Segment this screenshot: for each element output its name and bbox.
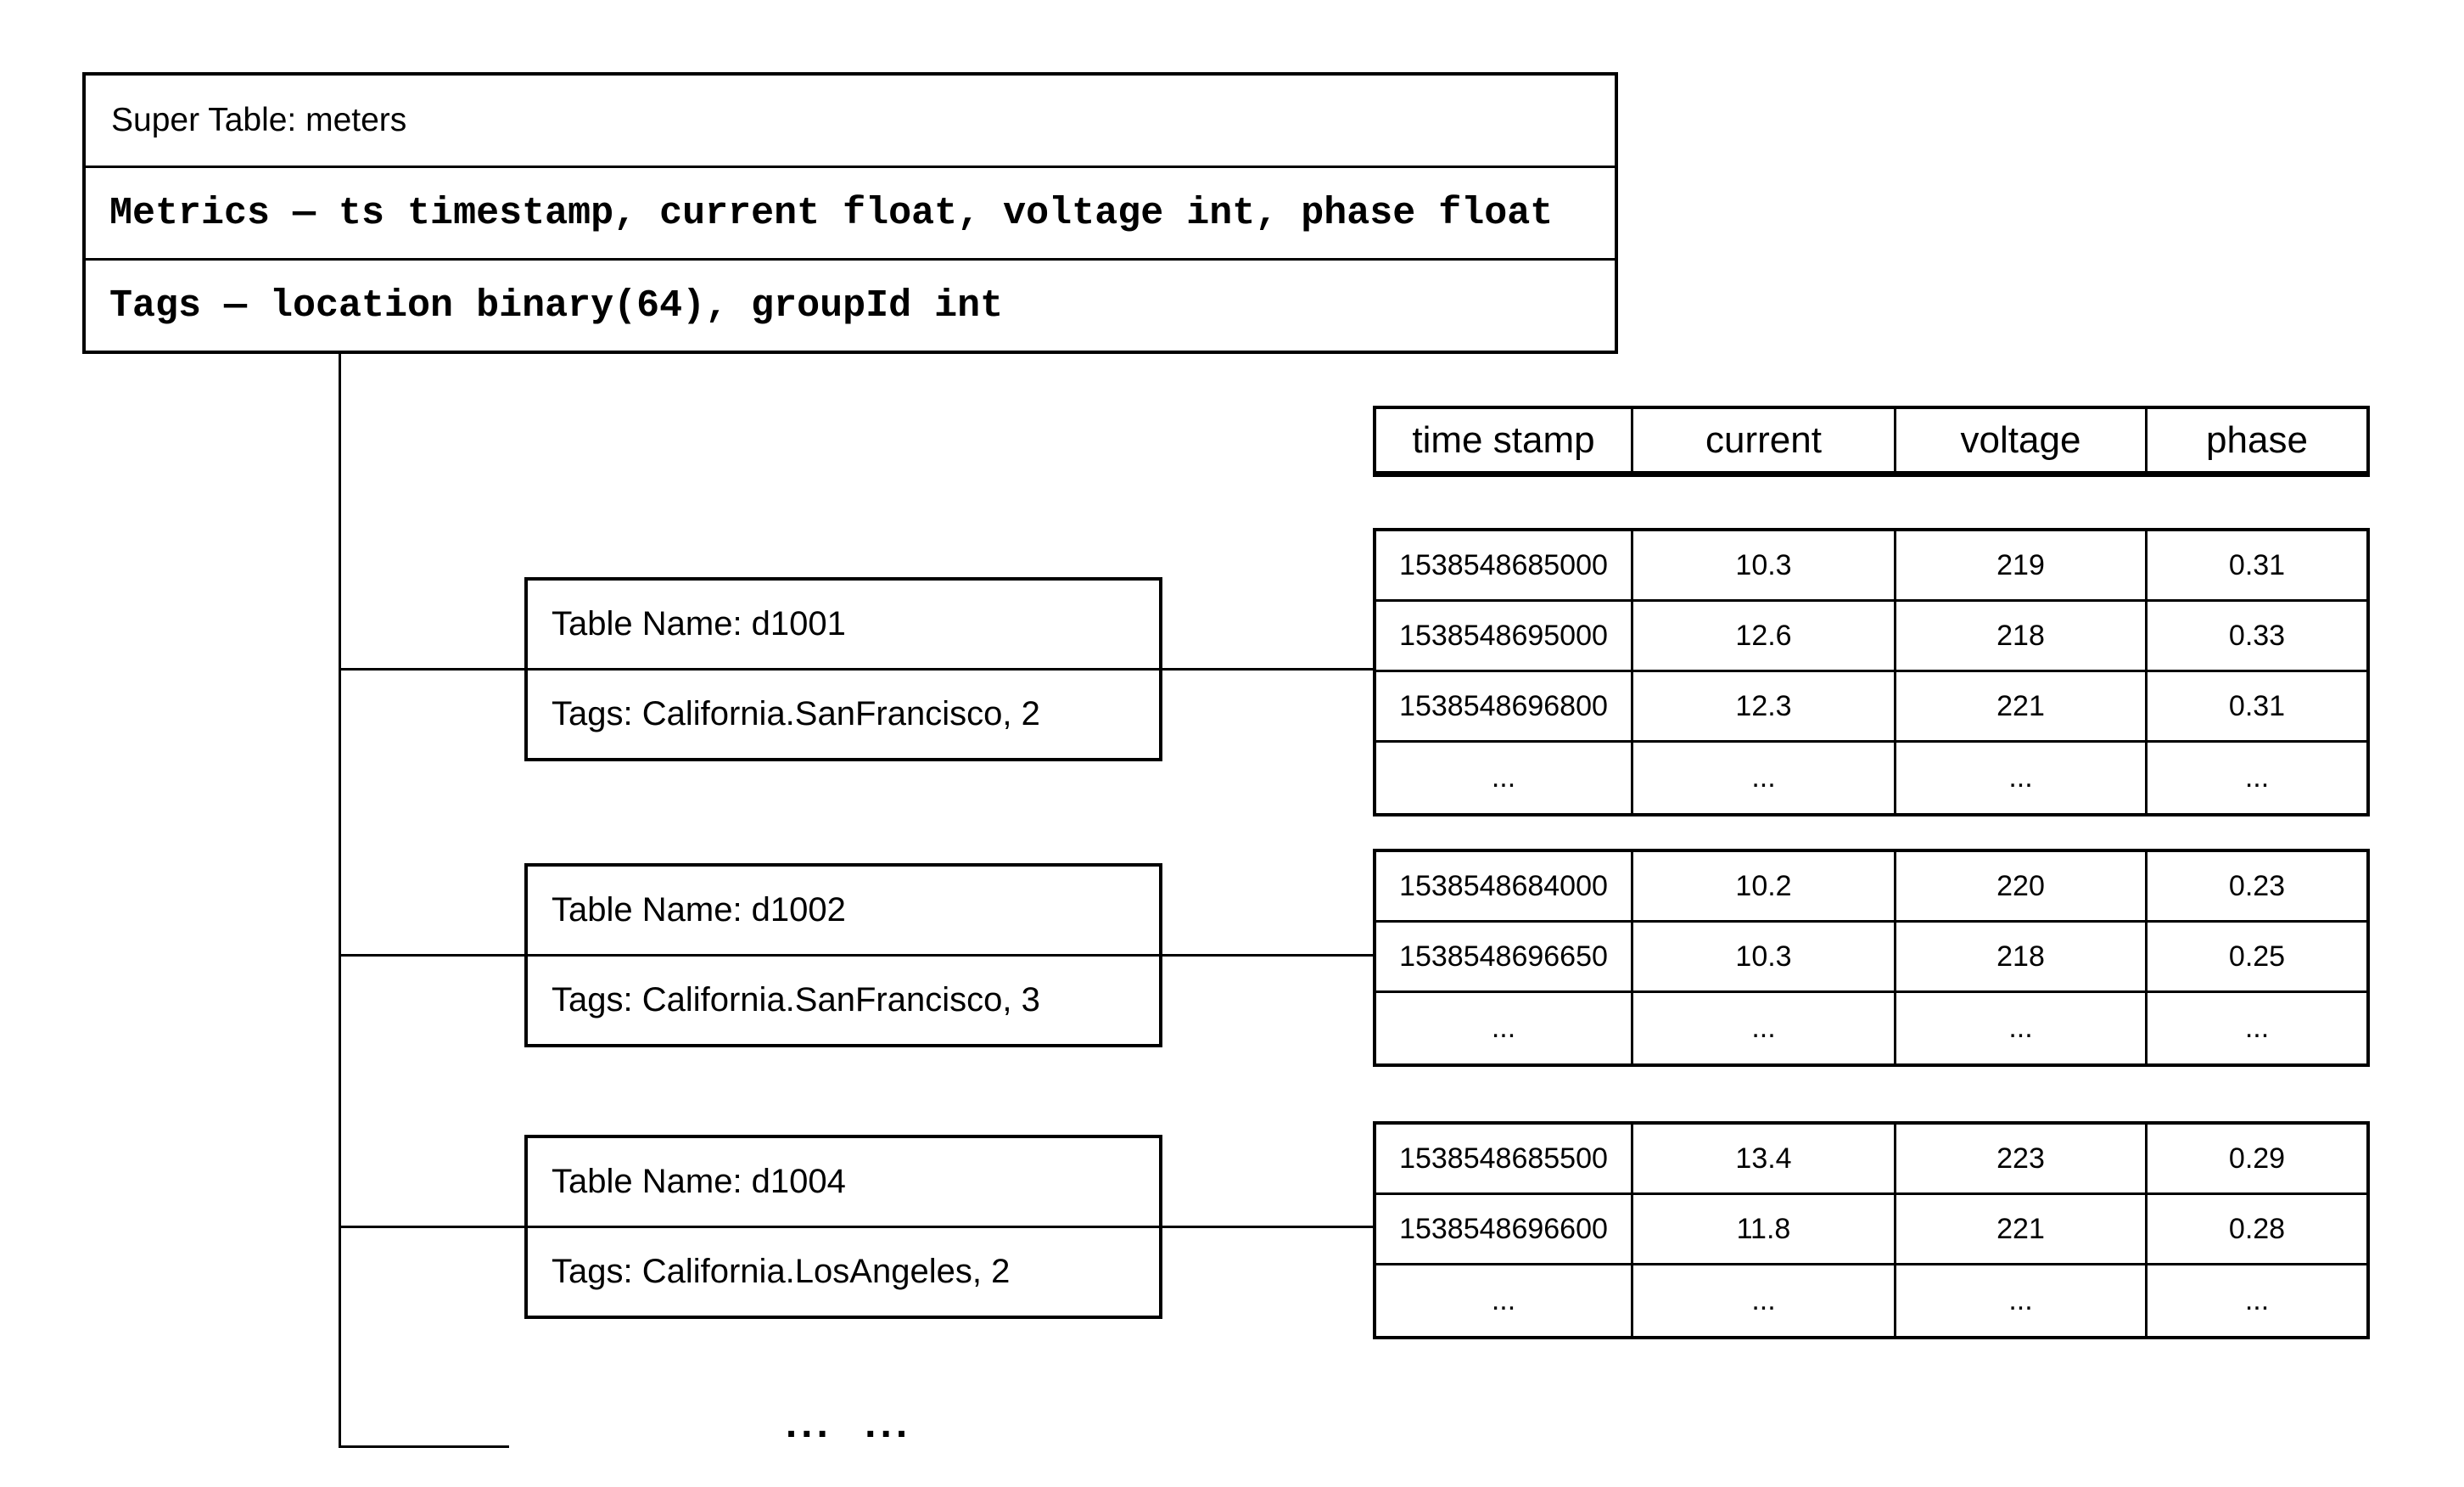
column-header-voltage: voltage	[1896, 409, 2148, 474]
table-cell: ...	[2244, 761, 2270, 794]
table-cell: ...	[2244, 1284, 2270, 1316]
subtable-name-d1001: Table Name: d1001	[552, 605, 846, 642]
table-cell: 223	[1896, 1125, 2148, 1195]
table-cell: 218	[1896, 602, 2148, 672]
table-cell: 1538548684000	[1376, 852, 1633, 923]
table-cell: 1538548696650	[1376, 923, 1633, 993]
table-cell: 0.28	[2148, 1195, 2366, 1265]
table-cell: 1538548685000	[1376, 531, 1633, 602]
subtable-box-d1004: Table Name: d1004 Tags: California.LosAn…	[524, 1135, 1162, 1319]
connector-line-d1002-data	[1162, 954, 1373, 957]
table-cell: 1538548696600	[1376, 1195, 1633, 1265]
super-table-metrics: Metrics — ts timestamp, current float, v…	[86, 166, 1615, 258]
table-cell: ...	[1376, 743, 1633, 813]
branch-line-d1004	[341, 1226, 524, 1228]
more-tables-ellipsis: ... ...	[785, 1401, 912, 1446]
table-cell: ...	[2244, 1012, 2270, 1044]
column-header-current: current	[1633, 409, 1896, 474]
table-cell: 1538548696800	[1376, 672, 1633, 743]
table-cell: 10.3	[1633, 923, 1896, 993]
table-cell: ...	[1896, 993, 2148, 1063]
table-cell: ...	[1896, 743, 2148, 813]
data-table-d1001: 1538548685000 10.3 219 0.31 153854869500…	[1373, 528, 2370, 816]
subtable-tags-d1002: Tags: California.SanFrancisco, 3	[528, 954, 1159, 1044]
table-cell: 1538548695000	[1376, 602, 1633, 672]
table-cell: 1538548685500	[1376, 1125, 1633, 1195]
table-cell: 10.3	[1633, 531, 1896, 602]
table-cell: 0.31	[2148, 672, 2366, 743]
column-header-phase: phase	[2148, 409, 2366, 474]
table-cell: ...	[1376, 993, 1633, 1063]
table-cell: 11.8	[1633, 1195, 1896, 1265]
table-cell: ...	[1633, 993, 1896, 1063]
table-cell: 0.31	[2148, 531, 2366, 602]
table-cell: 0.33	[2148, 602, 2366, 672]
table-cell: 13.4	[1633, 1125, 1896, 1195]
tree-trunk-line	[339, 354, 341, 1448]
subtable-name-d1002: Table Name: d1002	[552, 891, 846, 929]
branch-line-d1002	[341, 954, 524, 957]
connector-line-d1001-data	[1162, 668, 1373, 671]
connector-line-d1004-data	[1162, 1226, 1373, 1228]
table-cell: 221	[1896, 672, 2148, 743]
table-cell: 218	[1896, 923, 2148, 993]
table-cell: 10.2	[1633, 852, 1896, 923]
table-cell: 219	[1896, 531, 2148, 602]
table-cell: 221	[1896, 1195, 2148, 1265]
branch-line-d1001	[341, 668, 524, 671]
table-cell: 12.3	[1633, 672, 1896, 743]
subtable-box-d1002: Table Name: d1002 Tags: California.SanFr…	[524, 863, 1162, 1047]
data-table-d1002: 1538548684000 10.2 220 0.23 153854869665…	[1373, 849, 2370, 1067]
table-cell: ...	[1896, 1265, 2148, 1336]
table-cell: 0.23	[2148, 852, 2366, 923]
table-cell: 220	[1896, 852, 2148, 923]
subtable-box-d1001: Table Name: d1001 Tags: California.SanFr…	[524, 577, 1162, 761]
super-table-title: Super Table: meters	[111, 102, 407, 138]
column-header-timestamp: time stamp	[1376, 409, 1633, 474]
subtable-name-d1004: Table Name: d1004	[552, 1163, 846, 1200]
table-cell: 0.29	[2148, 1125, 2366, 1195]
super-table-tags: Tags — location binary(64), groupId int	[86, 258, 1615, 351]
super-table-box: Super Table: meters Metrics — ts timesta…	[82, 72, 1618, 354]
table-cell: ...	[1633, 1265, 1896, 1336]
table-cell: 0.25	[2148, 923, 2366, 993]
branch-line-more	[341, 1445, 509, 1448]
table-cell: ...	[1633, 743, 1896, 813]
table-cell: 12.6	[1633, 602, 1896, 672]
data-table-d1004: 1538548685500 13.4 223 0.29 153854869660…	[1373, 1121, 2370, 1339]
subtable-tags-d1001: Tags: California.SanFrancisco, 2	[528, 668, 1159, 758]
column-header-row: time stamp current voltage phase	[1373, 406, 2370, 477]
table-cell: ...	[1376, 1265, 1633, 1336]
subtable-tags-d1004: Tags: California.LosAngeles, 2	[528, 1226, 1159, 1316]
